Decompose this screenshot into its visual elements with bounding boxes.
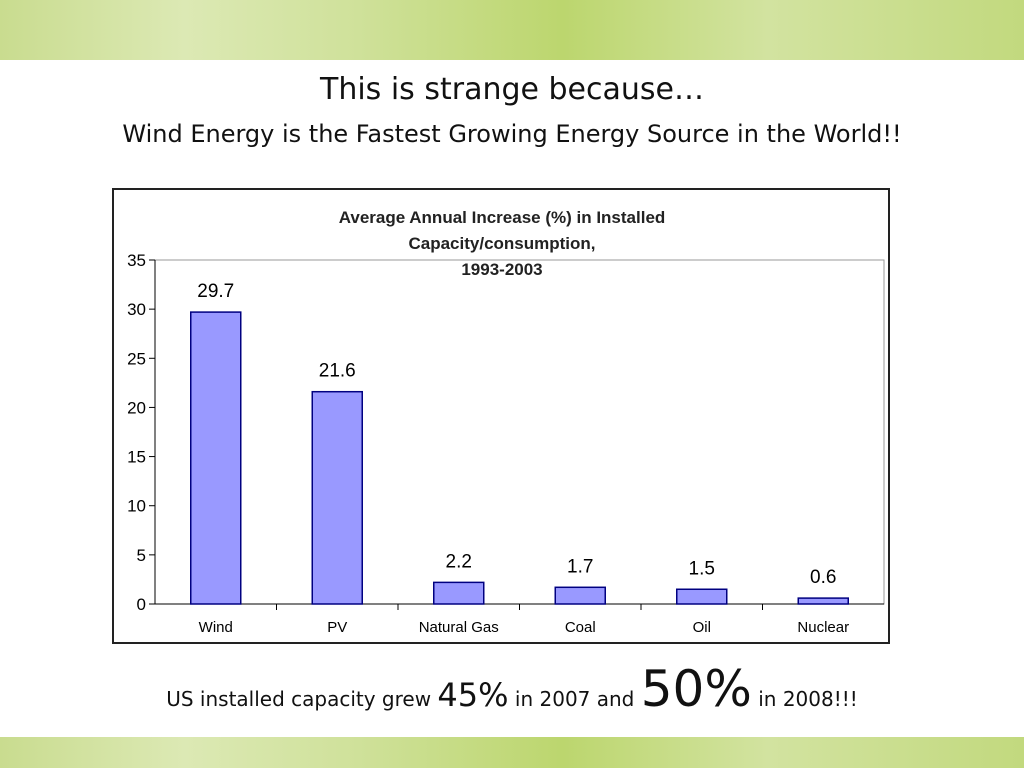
- y-tick-label: 25: [127, 349, 146, 368]
- data-label: 29.7: [197, 281, 234, 302]
- footer-part1: US installed capacity grew: [166, 687, 438, 711]
- y-tick-label: 0: [137, 595, 146, 614]
- data-label: 1.7: [567, 556, 593, 577]
- bar-oil: [676, 588, 728, 605]
- plot-area: [154, 259, 885, 605]
- data-label: 21.6: [319, 361, 356, 382]
- footer-value-2008: 50%: [640, 660, 752, 718]
- bar-nuclear: [797, 597, 849, 605]
- footer-part2: in 2007 and: [508, 687, 641, 711]
- footer-text: US installed capacity grew 45% in 2007 a…: [0, 660, 1024, 718]
- chart-title-line: Capacity/consumption,: [408, 234, 595, 253]
- x-tick-label: PV: [327, 619, 347, 636]
- bar-natural-gas: [433, 581, 485, 605]
- data-label: 2.2: [446, 551, 472, 572]
- slide-title: This is strange because…: [320, 72, 704, 107]
- chart-title-line: Average Annual Increase (%) in Installed: [339, 208, 666, 227]
- chart-title-line: 1993-2003: [461, 260, 542, 279]
- bottom-decor-band: [0, 737, 1024, 768]
- y-tick-label: 15: [127, 448, 146, 467]
- x-tick-label: Coal: [565, 619, 596, 636]
- x-tick-label: Natural Gas: [419, 619, 499, 636]
- y-tick-label: 30: [127, 300, 146, 319]
- bar-wind: [190, 311, 242, 605]
- y-tick-label: 5: [137, 546, 146, 565]
- bar-chart: Average Annual Increase (%) in Installed…: [127, 208, 885, 636]
- bar-coal: [554, 586, 606, 605]
- top-decor-band: [0, 0, 1024, 60]
- bar-pv: [311, 390, 363, 605]
- slide-subtitle: Wind Energy is the Fastest Growing Energ…: [122, 120, 902, 148]
- data-label: 1.5: [689, 558, 715, 579]
- x-tick-label: Nuclear: [797, 619, 849, 636]
- x-tick-label: Wind: [199, 619, 233, 636]
- data-label: 0.6: [810, 567, 836, 588]
- y-tick-label: 35: [127, 251, 146, 270]
- x-tick-label: Oil: [693, 619, 711, 636]
- footer-part3: in 2008!!!: [751, 687, 858, 711]
- y-tick-label: 10: [127, 497, 146, 516]
- footer-value-2007: 45%: [437, 676, 509, 714]
- chart-frame: Average Annual Increase (%) in Installed…: [112, 188, 890, 644]
- y-tick-label: 20: [127, 398, 146, 417]
